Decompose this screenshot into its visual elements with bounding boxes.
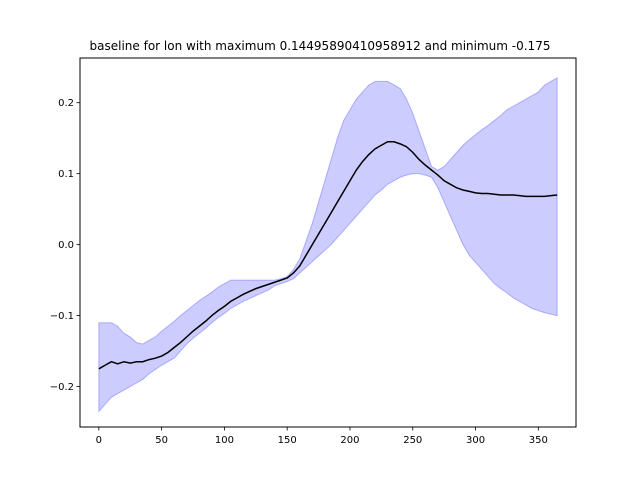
y-axis: −0.2 −0.1 0.0 0.1 0.2 (50, 98, 80, 393)
x-tick-label: 50 (155, 435, 168, 446)
plot-frame (79, 57, 577, 428)
x-tick-label: 0 (96, 435, 102, 446)
x-axis: 0 50 100 150 200 250 300 350 (96, 427, 548, 446)
y-tick-label: 0.0 (58, 240, 74, 251)
confidence-band (98, 77, 558, 413)
confidence-band-layer (98, 77, 558, 413)
y-tick-label: 0.2 (58, 98, 74, 109)
baseline-line-layer (98, 140, 558, 370)
x-tick-label: 150 (278, 435, 297, 446)
x-tick-label: 350 (529, 435, 548, 446)
baseline-line (98, 140, 558, 370)
x-tick-label: 250 (403, 435, 422, 446)
chart-title: baseline for lon with maximum 0.14495890… (90, 39, 551, 53)
x-tick-label: 200 (340, 435, 359, 446)
y-tick-label: −0.2 (50, 382, 74, 393)
x-tick-label: 100 (215, 435, 234, 446)
x-tick-label: 300 (466, 435, 485, 446)
y-tick-label: −0.1 (50, 311, 74, 322)
y-tick-label: 0.1 (58, 169, 74, 180)
